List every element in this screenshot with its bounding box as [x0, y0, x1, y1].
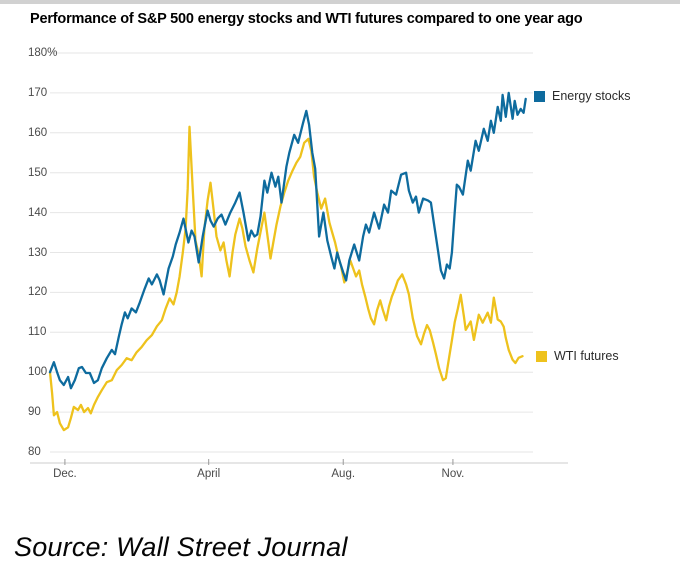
y-tick-label-120: 120 — [28, 286, 48, 299]
y-tick-label-130: 130 — [28, 246, 48, 259]
wti-futures-swatch-icon — [536, 350, 547, 362]
screenshot-edge-artifact — [0, 0, 680, 4]
y-tick-label-180: 180% — [28, 47, 58, 59]
y-tick-label-80: 80 — [28, 446, 41, 458]
series-line-wti-futures — [48, 125, 524, 432]
legend-energy-stocks: Energy stocks — [534, 89, 631, 103]
wti-futures-legend-label: WTI futures — [554, 349, 619, 363]
source-attribution: Source: Wall Street Journal — [14, 532, 348, 562]
y-tick-label-150: 150 — [28, 166, 48, 179]
y-tick-label-170: 170 — [28, 86, 48, 99]
series-line-energy-stocks — [48, 91, 527, 390]
x-tick-label-April: April — [197, 468, 221, 480]
y-tick-label-100: 100 — [28, 366, 48, 379]
x-tick-label-Nov: Nov. — [441, 468, 465, 480]
legend-wti-futures: WTI futures — [536, 349, 619, 363]
x-tick-label-Dec: Dec. — [53, 468, 77, 480]
line-chart — [30, 52, 568, 465]
y-tick-label-90: 90 — [28, 406, 41, 419]
chart-title: Performance of S&P 500 energy stocks and… — [30, 11, 583, 27]
energy-stocks-legend-label: Energy stocks — [552, 89, 631, 103]
y-tick-label-110: 110 — [28, 326, 47, 339]
energy-stocks-swatch-icon — [534, 90, 545, 102]
x-tick-label-Aug: Aug. — [331, 468, 356, 480]
y-tick-label-160: 160 — [28, 126, 48, 139]
y-tick-label-140: 140 — [28, 206, 48, 219]
